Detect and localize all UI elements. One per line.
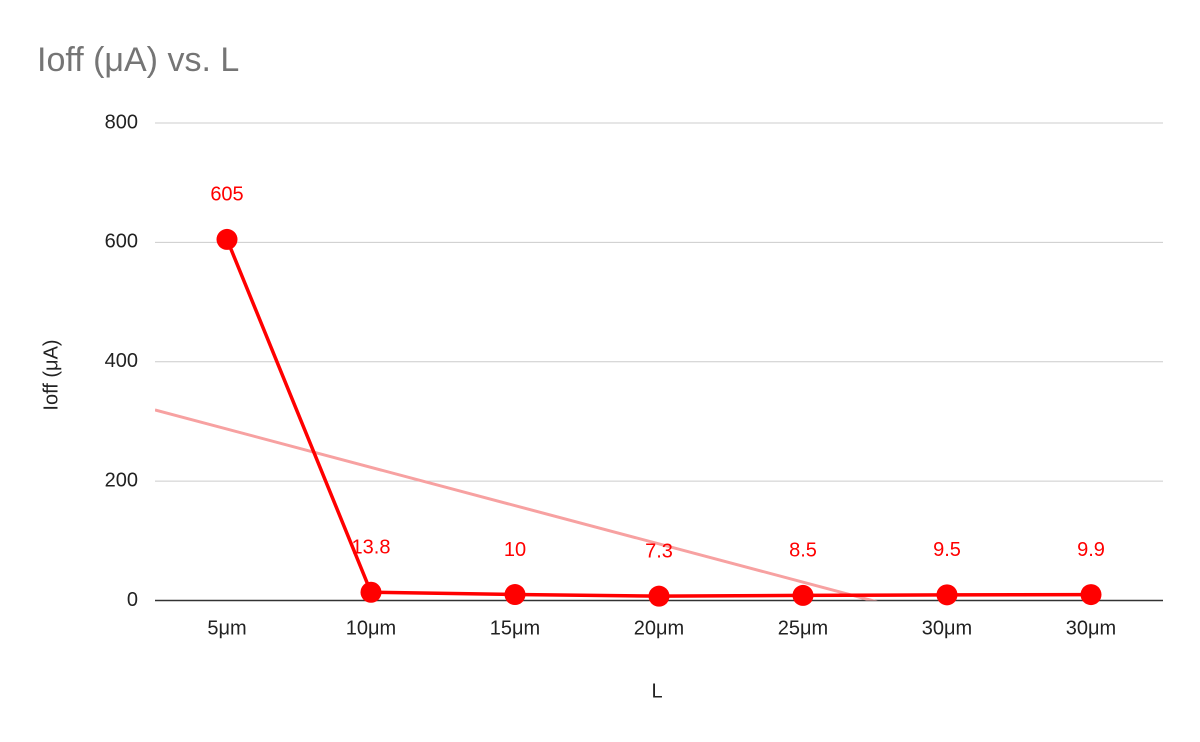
x-tick-label: 30μm	[922, 617, 972, 639]
data-point	[1080, 584, 1102, 606]
y-tick-label: 400	[105, 350, 138, 372]
data-label: 9.9	[1077, 539, 1105, 561]
x-tick-label: 15μm	[490, 617, 540, 639]
y-axis-label: Ioff (μA)	[40, 339, 62, 410]
data-label: 10	[504, 539, 526, 561]
x-tick-label: 25μm	[778, 617, 828, 639]
data-label: 605	[210, 184, 243, 206]
x-tick-label: 5μm	[207, 617, 246, 639]
data-point	[360, 581, 382, 603]
data-point	[648, 585, 670, 607]
data-label: 13.8	[352, 537, 391, 559]
data-point	[216, 228, 238, 250]
data-point	[792, 584, 814, 606]
x-tick-label: 10μm	[346, 617, 396, 639]
y-tick-label: 0	[127, 589, 138, 611]
data-label: 9.5	[933, 539, 961, 561]
y-tick-label: 200	[105, 469, 138, 491]
x-axis-label: L	[651, 680, 662, 702]
x-tick-label: 30μm	[1066, 617, 1116, 639]
x-tick-label: 20μm	[634, 617, 684, 639]
data-point	[936, 584, 958, 606]
data-label: 8.5	[789, 540, 817, 562]
data-label: 7.3	[645, 540, 673, 562]
y-tick-label: 800	[105, 111, 138, 133]
y-tick-label: 600	[105, 231, 138, 253]
trendline	[155, 408, 878, 601]
chart-title: Ioff (μA) vs. L	[37, 41, 239, 79]
data-point	[504, 584, 526, 606]
